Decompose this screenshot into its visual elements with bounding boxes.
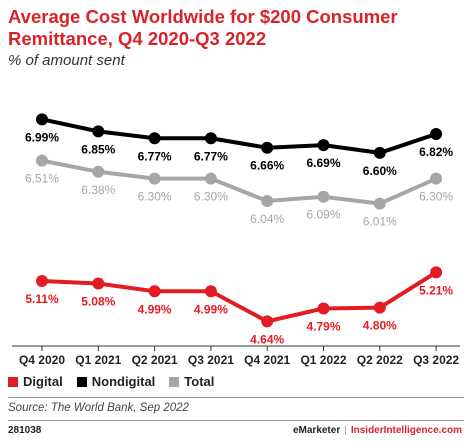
data-label-total-6: 6.01% <box>363 215 397 229</box>
data-label-digital-6: 4.80% <box>363 319 397 333</box>
point-total-6 <box>373 197 386 210</box>
data-label-nondigital-1: 6.85% <box>81 142 115 156</box>
series-line-total <box>40 158 439 206</box>
point-total-5 <box>317 190 330 203</box>
source-note: Source: The World Bank, Sep 2022 <box>8 402 189 414</box>
legend-item-nondigital: Nondigital <box>76 374 156 389</box>
series-line-nondigital <box>40 117 439 155</box>
point-total-0 <box>36 154 48 167</box>
point-total-7 <box>430 172 443 185</box>
data-label-total-2: 6.30% <box>138 190 172 204</box>
x-tick-label-q1-2021: Q1 2021 <box>75 353 121 367</box>
data-label-nondigital-3: 6.77% <box>194 149 228 163</box>
legend-label-total: Total <box>184 374 215 389</box>
data-label-digital-5: 4.79% <box>306 319 340 333</box>
chart-title: Average Cost Worldwide for $200 Consumer… <box>8 6 398 49</box>
point-total-4 <box>261 195 274 208</box>
data-label-total-1: 6.38% <box>81 183 115 197</box>
data-label-nondigital-2: 6.77% <box>138 149 172 163</box>
legend: Digital Nondigital Total <box>8 374 214 389</box>
legend-swatch-nondigital <box>76 376 87 387</box>
x-tick-label-q4-2020: Q4 2020 <box>19 353 65 367</box>
point-nondigital-5 <box>317 139 330 152</box>
point-nondigital-3 <box>204 132 217 145</box>
legend-item-digital: Digital <box>8 374 63 389</box>
point-total-3 <box>204 172 217 185</box>
brand-name: eMarketer <box>292 425 341 436</box>
point-digital-6 <box>373 301 386 314</box>
point-nondigital-1 <box>92 125 105 138</box>
line-chart: Q4 2020 Q1 2021 Q2 2021 Q3 2021 Q4 2021 Q1 20… <box>12 113 460 367</box>
chart-subtitle: % of amount sent <box>8 52 125 69</box>
point-digital-7 <box>430 266 443 279</box>
data-label-nondigital-0: 6.99% <box>25 130 59 144</box>
x-tick-label-q4-2021: Q4 2021 <box>244 353 290 367</box>
data-label-digital-4: 4.64% <box>250 332 284 346</box>
legend-swatch-total <box>169 376 180 387</box>
brand-site: InsiderIntelligence.com <box>350 425 462 436</box>
point-digital-4 <box>261 315 274 328</box>
x-tick-label-q2-2021: Q2 2021 <box>132 353 178 367</box>
chart-id: 281038 <box>8 425 42 436</box>
point-digital-5 <box>317 302 330 315</box>
data-label-nondigital-5: 6.69% <box>306 156 340 170</box>
data-label-total-5: 6.09% <box>306 208 340 222</box>
divider-top <box>8 397 464 398</box>
legend-swatch-digital <box>8 376 18 387</box>
brand-separator: | <box>344 425 347 436</box>
x-tick-label-q3-2022: Q3 2022 <box>413 353 459 367</box>
legend-label-digital: Digital <box>23 374 63 389</box>
x-tick-label-q2-2022: Q2 2022 <box>357 353 403 367</box>
legend-label-nondigital: Nondigital <box>91 374 156 389</box>
series-line-digital <box>40 270 439 324</box>
data-label-total-7: 6.30% <box>419 190 453 204</box>
data-label-nondigital-6: 6.60% <box>363 164 397 178</box>
point-nondigital-6 <box>373 146 386 159</box>
data-label-digital-7: 5.21% <box>419 283 453 297</box>
point-total-2 <box>148 172 161 185</box>
data-label-digital-2: 4.99% <box>138 302 172 316</box>
legend-item-total: Total <box>169 374 214 389</box>
data-label-digital-0: 5.11% <box>25 292 59 306</box>
divider-bottom <box>8 420 464 421</box>
x-tick-label-q1-2022: Q1 2022 <box>300 353 346 367</box>
point-nondigital-2 <box>148 132 161 145</box>
data-label-nondigital-7: 6.82% <box>419 145 453 159</box>
x-tick-label-q3-2021: Q3 2021 <box>188 353 234 367</box>
data-label-digital-1: 5.08% <box>81 295 115 309</box>
point-digital-2 <box>148 285 161 298</box>
point-nondigital-0 <box>36 113 48 126</box>
data-label-nondigital-4: 6.66% <box>250 159 284 173</box>
point-digital-3 <box>204 285 217 298</box>
data-label-total-0: 6.51% <box>25 172 59 186</box>
data-label-digital-3: 4.99% <box>194 302 228 316</box>
point-nondigital-7 <box>430 127 443 140</box>
data-label-total-3: 6.30% <box>194 190 228 204</box>
data-label-total-4: 6.04% <box>250 212 284 226</box>
point-digital-0 <box>36 274 48 287</box>
footer-brand: eMarketer | InsiderIntelligence.com <box>293 425 462 436</box>
point-total-1 <box>92 165 105 178</box>
point-nondigital-4 <box>261 141 274 154</box>
point-digital-1 <box>92 277 105 290</box>
